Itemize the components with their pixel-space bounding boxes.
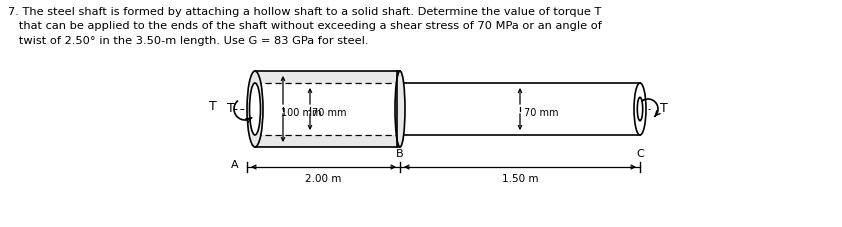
Text: 1.50 m: 1.50 m [502, 174, 538, 184]
Ellipse shape [395, 71, 405, 147]
Text: B: B [397, 149, 404, 159]
Polygon shape [400, 83, 640, 135]
Text: 100 mm: 100 mm [281, 108, 322, 118]
Text: T: T [660, 103, 668, 116]
Text: 2.00 m: 2.00 m [306, 174, 342, 184]
Ellipse shape [637, 97, 642, 121]
Polygon shape [255, 83, 400, 135]
Ellipse shape [249, 83, 260, 135]
Text: T: T [210, 101, 217, 114]
Polygon shape [255, 71, 400, 147]
Text: T: T [227, 103, 235, 116]
Text: C: C [636, 149, 644, 159]
Text: A: A [232, 160, 239, 170]
Text: 70 mm: 70 mm [524, 108, 558, 118]
Text: 70 mm: 70 mm [312, 108, 347, 118]
Ellipse shape [247, 71, 263, 147]
Ellipse shape [634, 83, 646, 135]
Text: 7. The steel shaft is formed by attaching a hollow shaft to a solid shaft. Deter: 7. The steel shaft is formed by attachin… [8, 7, 602, 46]
